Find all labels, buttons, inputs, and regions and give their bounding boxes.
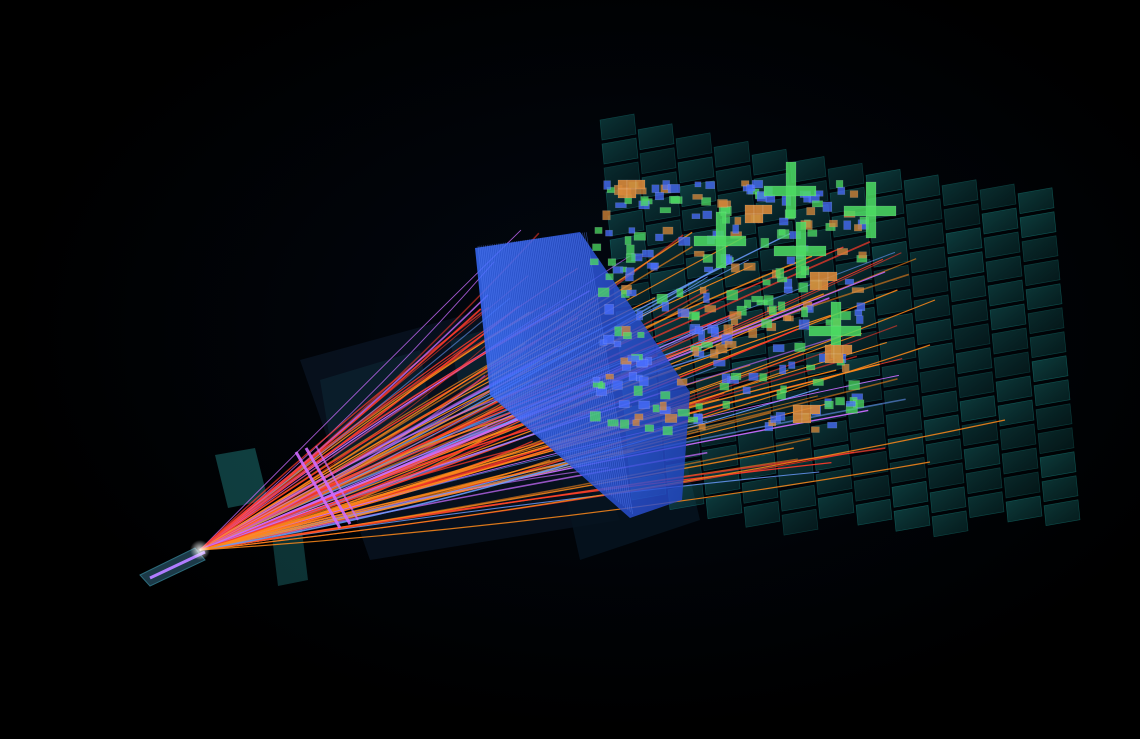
calorimeter-hits (589, 161, 897, 436)
calorimeter-wall (475, 232, 690, 518)
vertex-locator (294, 445, 359, 529)
beam-pipe (139, 540, 210, 587)
